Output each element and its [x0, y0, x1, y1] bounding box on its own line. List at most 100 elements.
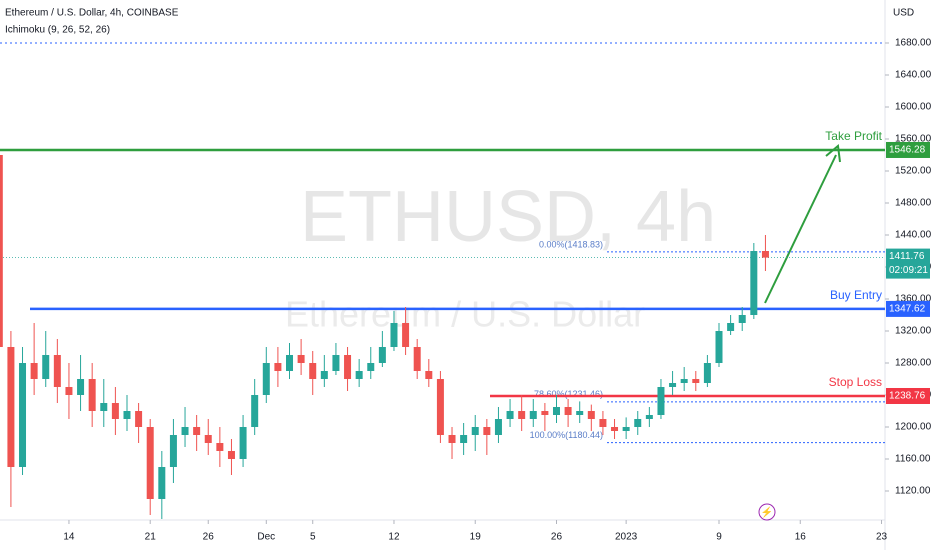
candle-body [494, 419, 502, 435]
candle-body [146, 427, 154, 499]
candle-body [111, 403, 119, 419]
event-glyph[interactable]: ⚡ [761, 506, 773, 519]
x-tick-label: 14 [63, 532, 75, 543]
candle-body [367, 363, 375, 371]
level-price: 1238.76 [889, 391, 926, 402]
x-tick-label: 12 [388, 532, 400, 543]
candle-body [100, 403, 108, 411]
candle-body [599, 419, 607, 427]
arrow-head [825, 144, 841, 163]
level-label: Take Profit [825, 129, 882, 143]
candle-body [402, 323, 410, 347]
candle-body [529, 411, 537, 419]
y-tick-label: 1320.00 [895, 326, 932, 337]
x-tick-label: 5 [310, 532, 316, 543]
x-tick-label: 2023 [615, 532, 638, 543]
x-tick-label: 26 [203, 532, 215, 543]
candle-body [0, 155, 3, 347]
candle-body [657, 387, 665, 415]
candle-body [506, 411, 514, 419]
countdown: 02:09:21 [889, 265, 928, 276]
candle-body [460, 435, 468, 443]
x-tick-label: 19 [470, 532, 482, 543]
y-tick-label: 1600.00 [895, 102, 932, 113]
candle-body [158, 467, 166, 499]
x-tick-label: 21 [145, 532, 157, 543]
candle-body [274, 363, 282, 371]
candle-body [239, 427, 247, 459]
candle-body [216, 443, 224, 451]
y-tick-label: 1520.00 [895, 166, 932, 177]
chart-title: Ethereum / U.S. Dollar, 4h, COINBASE [5, 8, 179, 19]
candle-body [390, 323, 398, 347]
candle-body [715, 331, 723, 363]
candle-body [669, 383, 677, 387]
y-tick-label: 1200.00 [895, 422, 932, 433]
indicator: Ichimoku (9, 26, 52, 26) [5, 25, 110, 36]
fib-label: 78.60%(1231.46) [534, 389, 603, 399]
candle-body [680, 379, 688, 383]
candle-body [181, 427, 189, 435]
level-label: Buy Entry [830, 288, 882, 302]
last-price: 1411.76 [889, 251, 925, 262]
candle-body [518, 411, 526, 419]
candle-body [541, 411, 549, 415]
x-tick-label: 16 [795, 532, 807, 543]
candle-body [750, 251, 758, 315]
x-tick-label: 23 [876, 532, 888, 543]
watermark: ETHUSD, 4h [300, 177, 716, 257]
candle-body [227, 451, 235, 459]
candle-body [355, 371, 363, 379]
candle-body [7, 347, 15, 467]
candle-body [88, 379, 96, 411]
y-tick-label: 1360.00 [895, 294, 932, 305]
candle-body [42, 355, 50, 379]
candle-body [297, 355, 305, 363]
candle-body [204, 435, 212, 443]
candle-body [332, 355, 340, 371]
candle-body [738, 315, 746, 323]
x-tick-label: 26 [551, 532, 563, 543]
level-price-box [886, 300, 930, 317]
candle-body [448, 435, 456, 443]
candle-body [193, 427, 201, 435]
y-tick-label: 1640.00 [895, 70, 932, 81]
level-price: 1546.28 [889, 145, 926, 156]
candle-body [692, 379, 700, 383]
last-price-box [886, 248, 930, 279]
arrow [764, 154, 837, 304]
candle-body [622, 427, 630, 431]
candle-body [413, 347, 421, 371]
candle-body [77, 379, 85, 395]
y-tick-label: 1280.00 [895, 358, 932, 369]
y-tick-label: 1160.00 [895, 454, 931, 465]
candle-body [611, 427, 619, 431]
candle-body [378, 347, 386, 363]
candle-body [634, 419, 642, 427]
y-tick-label: 1680.00 [895, 38, 932, 49]
candle-body [320, 371, 328, 379]
y-tick-label: 1480.00 [895, 198, 932, 209]
candle-body [645, 415, 653, 419]
candle-body [761, 251, 769, 258]
x-tick-label: 9 [716, 532, 722, 543]
candle-body [552, 407, 560, 415]
candle-body [727, 323, 735, 331]
candle-body [286, 355, 294, 371]
candle-body [425, 371, 433, 379]
candle-body [19, 363, 27, 467]
candle-body [576, 411, 584, 415]
candle-body [262, 363, 270, 395]
event-icon[interactable] [758, 503, 776, 521]
candle-body [587, 411, 595, 419]
candle-body [344, 355, 352, 379]
candle-body [309, 363, 317, 379]
level-price-box [886, 387, 930, 404]
candle-body [53, 355, 61, 387]
currency: USD [893, 8, 914, 19]
candle-body [251, 395, 259, 427]
candle-body [703, 363, 711, 383]
level-price-box [886, 141, 930, 158]
